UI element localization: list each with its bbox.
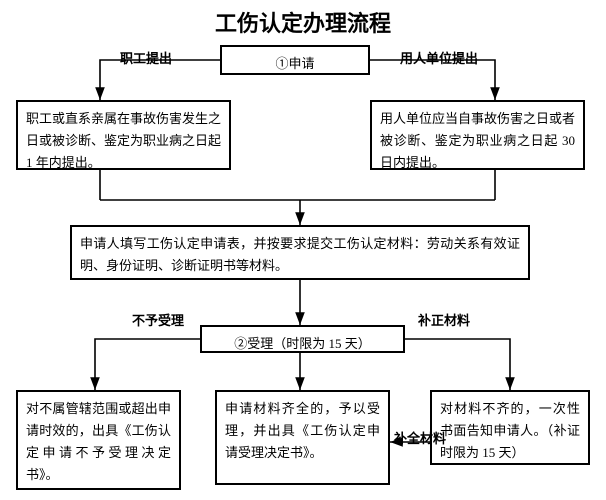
label-employee-submit: 职工提出 — [120, 48, 172, 67]
node-accept: ②受理（时限为 15 天） — [200, 325, 405, 353]
node-employer-text: 用人单位应当自事故伤害之日或者被诊断、鉴定为职业病之日起 30 日内提出。 — [380, 111, 575, 170]
node-ok-text: 申请材料齐全的，予以受理，并出具《工伤认定申请受理决定书》。 — [225, 401, 380, 460]
node-employer: 用人单位应当自事故伤害之日或者被诊断、鉴定为职业病之日起 30 日内提出。 — [370, 100, 585, 170]
node-apply: ①申请 — [220, 45, 370, 75]
node-apply-text: ①申请 — [275, 56, 314, 71]
node-fillform-text: 申请人填写工伤认定申请表，并按要求提交工伤认定材料：劳动关系有效证明、身份证明、… — [80, 236, 520, 273]
label-supplement-all: 补全材料 — [394, 428, 446, 447]
node-supplement: 对材料不齐的，一次性书面告知申请人。（补证时限为 15 天） — [430, 390, 590, 465]
node-accept-text: ②受理（时限为 15 天） — [234, 336, 371, 351]
node-fillform: 申请人填写工伤认定申请表，并按要求提交工伤认定材料：劳动关系有效证明、身份证明、… — [70, 225, 530, 280]
node-employee-text: 职工或直系亲属在事故伤害发生之日或被诊断、鉴定为职业病之日起 1 年内提出。 — [26, 111, 221, 170]
label-not-accepted: 不予受理 — [132, 310, 184, 329]
node-supplement-text: 对材料不齐的，一次性书面告知申请人。（补证时限为 15 天） — [440, 401, 580, 460]
label-supplement-mat: 补正材料 — [418, 310, 470, 329]
label-employer-submit: 用人单位提出 — [400, 48, 478, 67]
node-reject: 对不属管辖范围或超出申请时效的，出具《工伤认定申请不予受理决定书》。 — [16, 390, 181, 490]
flowchart-title: 工伤认定办理流程 — [0, 6, 606, 38]
node-ok: 申请材料齐全的，予以受理，并出具《工伤认定申请受理决定书》。 — [215, 390, 390, 485]
node-employee: 职工或直系亲属在事故伤害发生之日或被诊断、鉴定为职业病之日起 1 年内提出。 — [16, 100, 231, 170]
node-reject-text: 对不属管辖范围或超出申请时效的，出具《工伤认定申请不予受理决定书》。 — [26, 401, 171, 482]
